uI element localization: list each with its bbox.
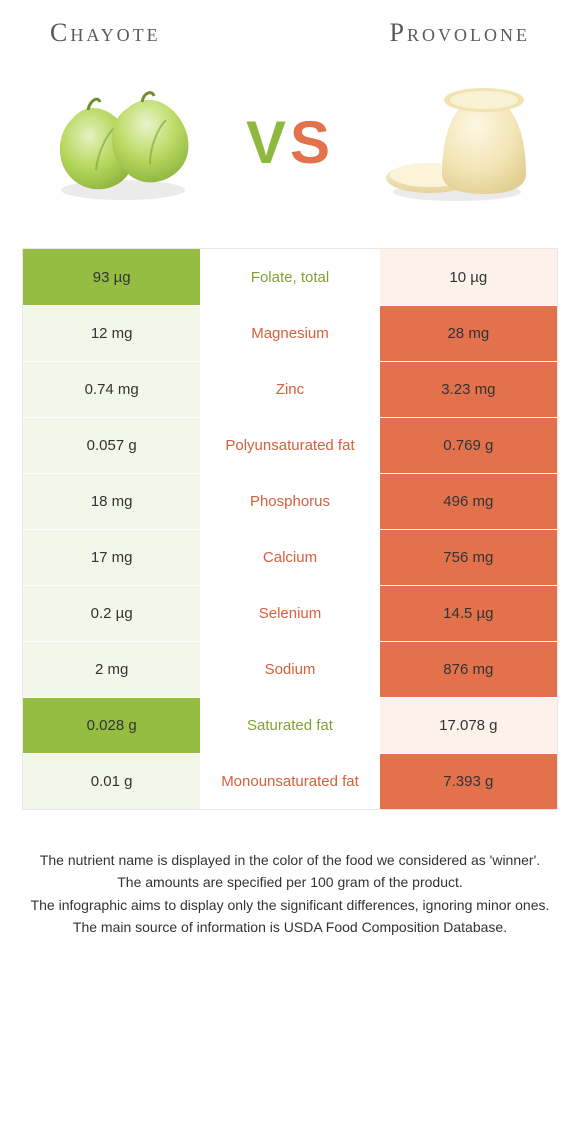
right-value: 17.078 g (380, 698, 557, 753)
footnote-line: The main source of information is USDA F… (22, 917, 558, 937)
right-value: 7.393 g (380, 754, 557, 809)
nutrient-label: Selenium (200, 586, 379, 641)
nutrient-table: 93 µgFolate, total10 µg12 mgMagnesium28 … (22, 248, 558, 810)
right-value: 10 µg (380, 249, 557, 305)
nutrient-label: Magnesium (200, 306, 379, 361)
nutrient-label: Zinc (200, 362, 379, 417)
footnotes: The nutrient name is displayed in the co… (22, 850, 558, 937)
table-row: 0.01 gMonounsaturated fat7.393 g (23, 753, 557, 809)
right-value: 876 mg (380, 642, 557, 697)
vs-v: V (246, 109, 290, 176)
nutrient-label: Saturated fat (200, 698, 379, 753)
left-value: 0.057 g (23, 418, 200, 473)
left-value: 12 mg (23, 306, 200, 361)
vs-label: VS (246, 113, 334, 173)
nutrient-label: Sodium (200, 642, 379, 697)
right-food-title: Provolone (390, 18, 530, 48)
left-value: 2 mg (23, 642, 200, 697)
table-row: 0.028 gSaturated fat17.078 g (23, 697, 557, 753)
infographic: Chayote Provolone (0, 0, 580, 969)
right-value: 28 mg (380, 306, 557, 361)
table-row: 18 mgPhosphorus496 mg (23, 473, 557, 529)
nutrient-label: Calcium (200, 530, 379, 585)
right-value: 756 mg (380, 530, 557, 585)
left-food-title: Chayote (50, 18, 161, 48)
right-value: 496 mg (380, 474, 557, 529)
right-value: 0.769 g (380, 418, 557, 473)
footnote-line: The nutrient name is displayed in the co… (22, 850, 558, 870)
header: Chayote Provolone (10, 18, 570, 58)
vs-s: S (290, 109, 334, 176)
left-value: 18 mg (23, 474, 200, 529)
right-food-image (372, 78, 542, 208)
table-row: 17 mgCalcium756 mg (23, 529, 557, 585)
table-row: 0.2 µgSelenium14.5 µg (23, 585, 557, 641)
nutrient-label: Folate, total (200, 249, 379, 305)
right-value: 14.5 µg (380, 586, 557, 641)
table-row: 0.057 gPolyunsaturated fat0.769 g (23, 417, 557, 473)
footnote-line: The infographic aims to display only the… (22, 895, 558, 915)
nutrient-label: Monounsaturated fat (200, 754, 379, 809)
left-value: 0.028 g (23, 698, 200, 753)
table-row: 12 mgMagnesium28 mg (23, 305, 557, 361)
left-value: 0.74 mg (23, 362, 200, 417)
right-value: 3.23 mg (380, 362, 557, 417)
table-row: 2 mgSodium876 mg (23, 641, 557, 697)
footnote-line: The amounts are specified per 100 gram o… (22, 872, 558, 892)
nutrient-label: Polyunsaturated fat (200, 418, 379, 473)
table-row: 0.74 mgZinc3.23 mg (23, 361, 557, 417)
left-value: 0.01 g (23, 754, 200, 809)
left-value: 93 µg (23, 249, 200, 305)
table-row: 93 µgFolate, total10 µg (23, 249, 557, 305)
left-value: 17 mg (23, 530, 200, 585)
nutrient-label: Phosphorus (200, 474, 379, 529)
images-row: VS (10, 58, 570, 248)
left-value: 0.2 µg (23, 586, 200, 641)
left-food-image (38, 78, 208, 208)
